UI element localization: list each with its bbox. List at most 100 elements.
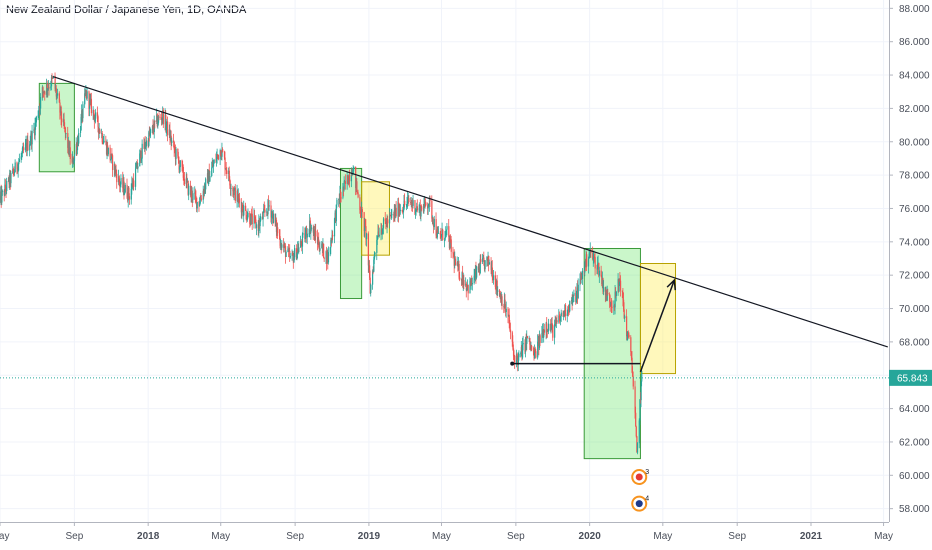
x-tick-label: Sep — [507, 531, 525, 542]
candle-body — [499, 290, 501, 297]
candle-body — [329, 247, 331, 253]
candle-body — [33, 129, 35, 131]
candle-body — [416, 206, 418, 210]
candle-body — [385, 221, 387, 224]
candle-body — [280, 245, 282, 248]
candle-body — [229, 185, 232, 189]
candle-body — [64, 126, 66, 128]
candle-body — [330, 239, 332, 248]
candle-body — [496, 280, 498, 292]
candle-body — [503, 306, 505, 308]
candle-body — [153, 120, 155, 133]
price-axis[interactable]: 58.00060.00062.00064.00066.00068.00070.0… — [889, 0, 932, 550]
candle-body — [139, 153, 141, 167]
candle-body — [139, 150, 142, 154]
arrow-head — [666, 278, 677, 291]
candle-body — [454, 258, 457, 266]
candle-body — [446, 226, 448, 230]
candle-body — [39, 107, 41, 109]
candle-body — [482, 257, 484, 262]
candle-body — [1, 190, 4, 192]
candle-body — [225, 168, 227, 171]
event-markers[interactable]: 34 — [631, 468, 649, 512]
candle-body — [203, 186, 206, 195]
candle-body — [619, 280, 622, 291]
trend-line[interactable] — [53, 76, 888, 348]
candle-body — [105, 140, 107, 143]
candle-body — [579, 278, 581, 285]
x-tick-label: Sep — [728, 531, 746, 542]
candle-body — [480, 259, 482, 262]
candle-body — [513, 355, 515, 357]
candle-body — [131, 183, 134, 187]
candle-body — [535, 351, 537, 358]
candle-body — [228, 170, 230, 180]
candle-body — [435, 219, 437, 236]
candle-body — [64, 127, 67, 134]
candle-body — [217, 154, 220, 160]
candle-body — [78, 132, 80, 144]
candle-body — [572, 295, 574, 304]
candle-body — [29, 142, 31, 145]
candle-body — [414, 210, 417, 214]
candle-body — [281, 244, 283, 248]
candle-body — [247, 212, 249, 218]
candle-body — [604, 287, 607, 295]
candle-body — [33, 129, 36, 136]
candle-body — [284, 244, 286, 247]
candle-body — [153, 130, 155, 133]
candle-body — [85, 90, 88, 99]
candle-body — [325, 251, 327, 259]
candle-body — [619, 278, 621, 281]
candle-body — [27, 139, 29, 151]
candle-body — [43, 91, 45, 93]
candle-body — [355, 181, 357, 189]
candle-body — [183, 178, 186, 185]
candle-body — [377, 231, 379, 237]
candle-body — [177, 148, 179, 157]
candle-body — [445, 229, 448, 232]
candle-body — [186, 177, 188, 182]
candle-body — [208, 170, 210, 182]
candle-body — [69, 147, 71, 160]
candle-body — [357, 192, 359, 198]
candle-body — [394, 209, 396, 217]
candle-body — [448, 236, 451, 249]
candle-body — [327, 252, 330, 263]
candle-body — [102, 142, 105, 144]
candle-body — [538, 337, 540, 348]
candle-body — [271, 212, 273, 214]
candle-body — [297, 248, 299, 253]
candle-body — [245, 210, 247, 220]
candle-body — [367, 233, 369, 266]
candle-body — [524, 342, 526, 352]
candle-body — [236, 190, 238, 201]
candle-body — [258, 221, 260, 231]
candle-body — [365, 226, 367, 240]
candle-body — [609, 301, 611, 305]
projection-arrow[interactable] — [639, 279, 676, 373]
candle-body — [514, 355, 516, 364]
y-tick-label: 70.000 — [899, 304, 930, 315]
time-axis[interactable]: May Sep 2018 May Sep 2019 May Sep 2020 May Sep 2021… — [0, 522, 893, 542]
candle-body — [497, 290, 499, 292]
x-tick-label: 2019 — [358, 531, 381, 542]
candle-body — [173, 140, 175, 143]
candle-body — [35, 122, 37, 124]
candle-body — [42, 87, 44, 92]
candle-body — [583, 271, 585, 273]
candle-body — [82, 104, 84, 119]
candle-body — [347, 183, 350, 185]
drawing-lines[interactable] — [53, 76, 888, 373]
annotation-boxes[interactable] — [38, 82, 677, 460]
candle-body — [169, 129, 171, 141]
candle-body — [9, 173, 11, 185]
candle-body — [93, 109, 95, 115]
candle-body — [541, 332, 543, 343]
candle-body — [150, 129, 152, 134]
candle-body — [336, 199, 338, 205]
candle-body — [412, 200, 414, 206]
candle-body — [592, 253, 594, 260]
candle-body — [40, 97, 42, 109]
